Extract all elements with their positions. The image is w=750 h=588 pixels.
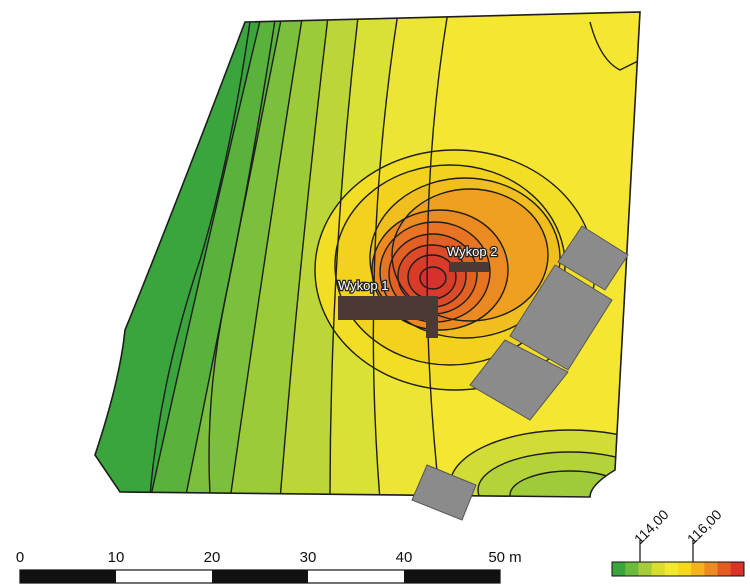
scale-seg-3 xyxy=(212,570,308,583)
legend-border xyxy=(611,561,745,577)
building-4 xyxy=(411,464,477,521)
legend-swatch xyxy=(638,562,653,576)
legend-swatch xyxy=(730,562,745,576)
scale-tick-20: 20 xyxy=(204,549,221,566)
legend-swatch xyxy=(691,562,705,576)
legend-swatch xyxy=(717,562,732,576)
trench-wykop-2 xyxy=(449,262,489,272)
legend-swatch xyxy=(664,562,679,576)
label-wykop-2: Wykop 2 xyxy=(447,244,497,259)
legend-swatch xyxy=(651,562,666,576)
scale-tick-50: 50 m xyxy=(488,549,521,566)
building-1 xyxy=(557,225,629,291)
scale-tick-10: 10 xyxy=(108,549,125,566)
legend-swatch xyxy=(625,562,639,576)
scale-tick-0: 0 xyxy=(16,549,24,566)
trench-wykop-1 xyxy=(338,296,438,338)
label-wykop-1: Wykop 1 xyxy=(338,278,388,293)
scale-bar: 0 10 20 30 40 50 m xyxy=(16,549,522,584)
trenches xyxy=(338,262,489,338)
building-2 xyxy=(509,264,613,371)
legend-label-116: 116,00 xyxy=(684,506,725,547)
scale-tick-40: 40 xyxy=(396,549,413,566)
scale-seg-5 xyxy=(404,570,500,583)
scale-tick-30: 30 xyxy=(300,549,317,566)
buildings xyxy=(411,225,629,521)
site-boundary xyxy=(94,11,641,498)
contour-lines xyxy=(149,12,640,497)
legend-swatch xyxy=(612,562,626,576)
building-3 xyxy=(469,339,569,421)
legend-swatch xyxy=(704,562,719,576)
legend-swatch xyxy=(678,562,692,576)
legend-label-114: 114,00 xyxy=(631,506,672,547)
elevation-legend: 114,00 116,00 xyxy=(611,506,745,577)
scale-seg-1 xyxy=(20,570,116,583)
legend-color-ramp xyxy=(611,561,745,577)
